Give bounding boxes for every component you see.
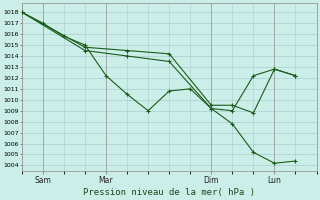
X-axis label: Pression niveau de la mer( hPa ): Pression niveau de la mer( hPa ) xyxy=(83,188,255,197)
